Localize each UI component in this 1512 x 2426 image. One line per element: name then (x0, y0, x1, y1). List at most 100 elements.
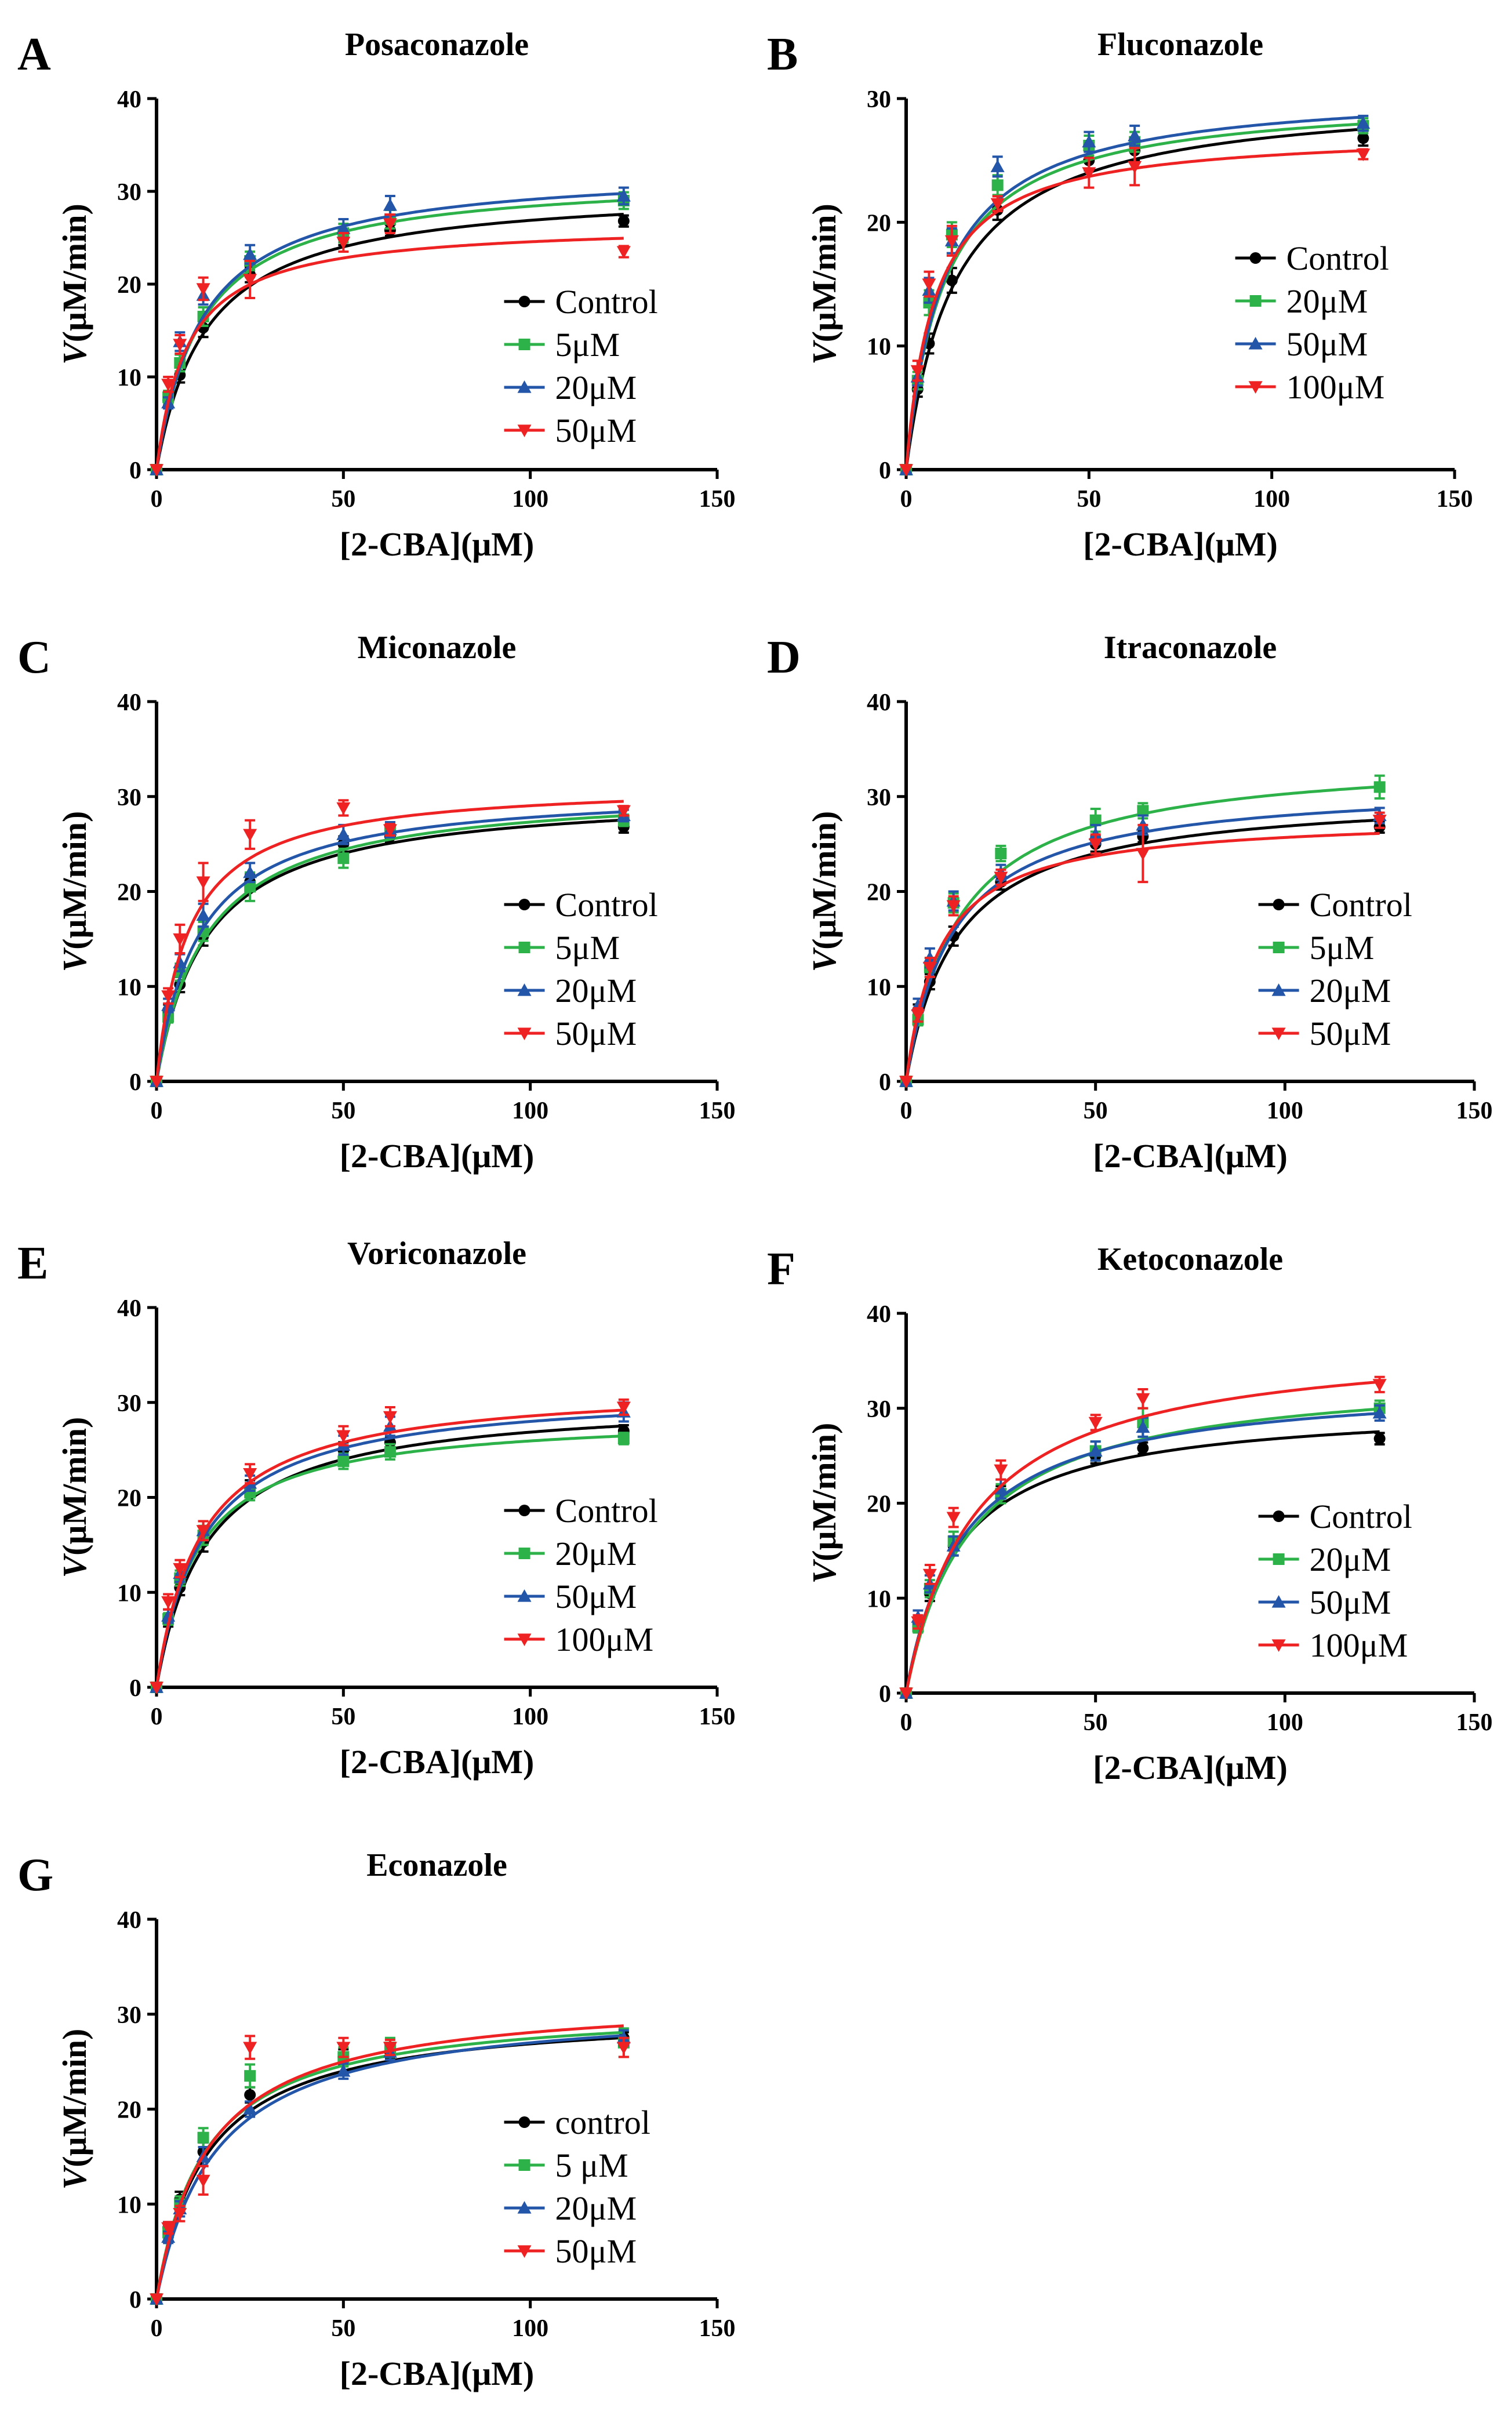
y-tick-label: 40 (117, 86, 141, 113)
data-point (616, 246, 631, 259)
data-point (336, 237, 351, 249)
fit-curve (155, 1434, 624, 1688)
data-point (991, 179, 1004, 191)
data-point (1373, 781, 1386, 793)
y-axis-title: V(μM/min) (805, 811, 843, 972)
legend-marker (518, 942, 530, 953)
y-tick-label: 30 (117, 785, 141, 811)
data-point (899, 464, 913, 477)
fit-curve (155, 1408, 624, 1688)
x-axis-title: [2-CBA](μM) (340, 2355, 535, 2392)
x-tick-label: 50 (331, 1098, 355, 1124)
data-point (150, 1076, 163, 1088)
legend-marker (1271, 1595, 1286, 1608)
y-tick-label: 30 (117, 2002, 141, 2029)
data-point (1357, 132, 1369, 144)
fit-curve (155, 2024, 624, 2300)
data-point (946, 1512, 961, 1525)
legend-marker (1249, 252, 1262, 264)
data-point (990, 198, 1005, 211)
legend-label: 20μM (555, 369, 637, 406)
x-tick-label: 150 (699, 1704, 736, 1730)
legend-label: 100μM (555, 1621, 654, 1658)
data-point (994, 1464, 1008, 1477)
x-tick-label: 50 (1077, 486, 1101, 513)
y-tick-label: 40 (867, 689, 891, 716)
data-point (383, 1411, 397, 1424)
legend-marker (517, 2245, 532, 2258)
series-3 (899, 811, 1387, 1088)
legend-marker (518, 1548, 530, 1559)
data-point (244, 881, 256, 893)
y-tick-label: 10 (117, 2192, 141, 2218)
data-point (336, 221, 351, 234)
data-point (1088, 1444, 1103, 1457)
x-tick-label: 50 (331, 486, 355, 513)
panel-title: Voriconazole (347, 1236, 526, 1272)
legend-marker (1273, 1510, 1285, 1522)
y-tick-label: 0 (129, 1675, 141, 1702)
data-point (911, 1616, 925, 1629)
fit-curve (155, 237, 624, 470)
y-axis-title: V(μM/min) (805, 1423, 843, 1584)
legend-marker (518, 899, 530, 910)
legend: Control 20μM 50μM 100μM (1235, 239, 1389, 406)
data-point (910, 365, 925, 378)
data-point (1372, 1406, 1387, 1419)
data-point (383, 2042, 397, 2055)
data-point (1136, 848, 1150, 860)
data-point (990, 159, 1005, 172)
panel-letter: C (17, 632, 51, 683)
data-point (244, 2089, 256, 2101)
data-point (1372, 815, 1387, 827)
legend-marker (517, 1027, 532, 1040)
x-tick-label: 0 (151, 1098, 163, 1124)
legend-label: 50μM (1286, 325, 1368, 363)
legend-label: 50μM (555, 412, 637, 449)
panel-title: Miconazole (358, 630, 517, 666)
legend: control 5 μM 20μM 50μM (504, 2104, 650, 2270)
panel-title: Posaconazole (345, 27, 529, 63)
series-3 (150, 2024, 631, 2306)
series-3 (150, 1398, 631, 1694)
data-point (243, 247, 257, 260)
data-point (383, 198, 397, 211)
legend-marker (517, 983, 532, 996)
series-3 (150, 799, 631, 1088)
data-point (197, 2131, 209, 2144)
y-axis-title-italic: V (805, 340, 843, 365)
y-axis-title-units: (μM/min) (805, 204, 843, 342)
x-tick-label: 50 (331, 1704, 355, 1730)
data-point (1136, 1393, 1150, 1406)
legend-label: 20μM (1310, 972, 1391, 1009)
legend-label: 100μM (1286, 368, 1385, 406)
data-point (173, 1563, 187, 1576)
y-tick-label: 40 (117, 1907, 141, 1934)
legend-marker (518, 339, 530, 350)
panel-E: E Voriconazole 0 10 20 30 40 0 50 100 150 [2-CBA](μ… (17, 1236, 736, 1781)
x-tick-label: 100 (512, 486, 548, 513)
data-point (161, 2230, 176, 2243)
panel-F: F Ketoconazole 0 10 20 30 40 0 50 100 150 [2-CBA](μ… (767, 1241, 1493, 1786)
legend-marker (1248, 381, 1263, 394)
x-tick-label: 0 (151, 1704, 163, 1730)
data-point (336, 802, 351, 815)
data-point (243, 829, 257, 842)
legend: Control 5μM 20μM 50μM (504, 886, 658, 1052)
legend-marker (517, 380, 532, 393)
x-tick-label: 150 (1456, 1709, 1493, 1736)
x-tick-label: 0 (151, 2315, 163, 2342)
legend-marker (517, 1633, 532, 1646)
data-point (922, 961, 937, 975)
fit-curve (904, 1430, 1380, 1694)
fit-curve (155, 814, 624, 1082)
legend-marker (518, 2116, 530, 2128)
data-point (1373, 1433, 1386, 1445)
y-axis-title-italic: V (805, 1559, 843, 1584)
y-tick-label: 20 (117, 272, 141, 299)
fit-curve (155, 1414, 624, 1688)
data-point (1088, 838, 1103, 851)
data-point (1137, 805, 1149, 817)
data-point (161, 990, 176, 1003)
